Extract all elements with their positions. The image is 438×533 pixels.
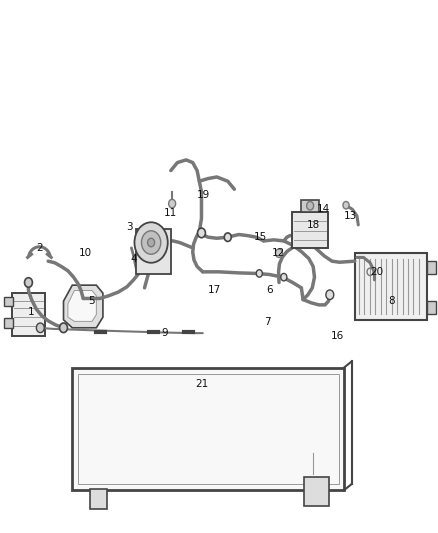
Bar [427,301,436,314]
Bar [72,368,344,490]
Text: 21: 21 [195,379,208,389]
Text: 16: 16 [331,331,344,341]
Circle shape [326,290,334,300]
Text: 5: 5 [88,296,95,306]
Circle shape [169,199,176,208]
Circle shape [281,273,287,281]
Circle shape [198,228,205,238]
Text: 8: 8 [389,296,396,306]
Text: 12: 12 [272,248,285,258]
Text: 18: 18 [307,220,320,230]
Text: 4: 4 [130,254,137,263]
Bar [292,212,328,248]
Text: 9: 9 [161,328,168,338]
Text: 17: 17 [208,286,221,295]
Text: 10: 10 [79,248,92,258]
Bar [355,253,427,320]
Bar [136,229,171,274]
Circle shape [60,323,67,333]
Text: 3: 3 [126,222,133,231]
Circle shape [25,278,32,287]
Text: 11: 11 [164,208,177,218]
Circle shape [307,201,314,210]
Circle shape [36,323,44,333]
Polygon shape [68,290,96,321]
Circle shape [343,201,349,209]
Circle shape [276,249,283,257]
Text: 14: 14 [317,204,330,214]
Circle shape [141,231,161,254]
Bar [12,293,45,336]
Text: 1: 1 [27,307,34,317]
Circle shape [148,238,155,247]
Text: 19: 19 [197,190,210,199]
Bar [78,374,339,484]
Bar [304,477,328,506]
Text: 2: 2 [36,243,43,253]
Text: 15: 15 [254,232,267,242]
Bar [427,261,436,274]
Circle shape [256,270,262,277]
Circle shape [134,222,168,263]
Text: 13: 13 [344,211,357,221]
Bar [4,318,13,328]
Bar [90,489,107,509]
Polygon shape [64,285,103,328]
Text: 20: 20 [370,267,383,277]
Bar [301,200,319,212]
Circle shape [224,233,231,241]
Text: 7: 7 [264,318,271,327]
Bar [4,297,13,306]
Text: 6: 6 [266,286,273,295]
